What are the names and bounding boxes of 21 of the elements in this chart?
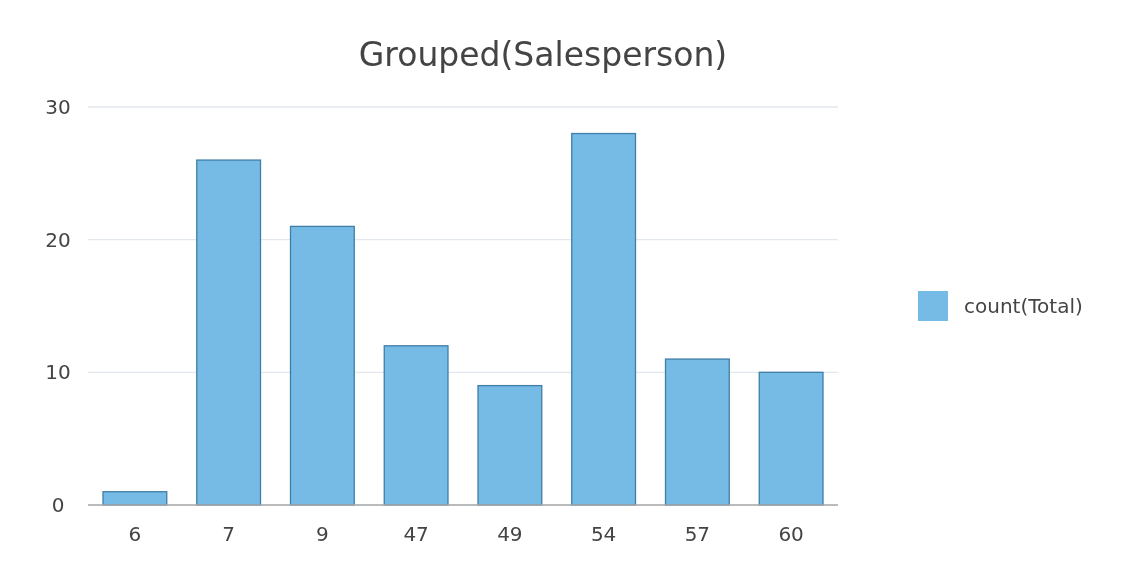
bar [664, 358, 730, 506]
y-tick-label: 0 [51, 493, 65, 517]
x-tick-label: 6 [128, 522, 142, 546]
x-tick-label: 47 [403, 522, 429, 546]
x-tick-label: 54 [590, 522, 617, 546]
x-tick-label: 57 [684, 522, 711, 546]
y-tick-label: 10 [45, 360, 71, 385]
x-tick-label: 9 [316, 522, 329, 546]
bar [571, 132, 637, 506]
x-tick-label: 60 [778, 522, 804, 546]
bar [758, 371, 824, 506]
bar [383, 345, 449, 506]
bar [196, 159, 262, 506]
x-tick-label: 7 [222, 522, 235, 546]
y-tick-label: 30 [45, 95, 71, 119]
y-tick-label: 20 [45, 227, 71, 252]
x-tick-label: 49 [497, 522, 523, 546]
bar [477, 384, 543, 506]
bar [289, 225, 355, 506]
legend-label: count(Total) [964, 294, 1083, 318]
chart-title: Grouped(Salesperson) [358, 35, 728, 74]
